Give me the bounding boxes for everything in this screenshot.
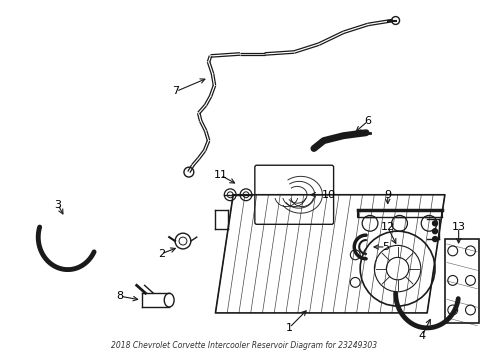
- Text: 4: 4: [418, 330, 425, 341]
- Text: 11: 11: [213, 170, 227, 180]
- Text: 1: 1: [285, 323, 292, 333]
- Text: 2018 Chevrolet Corvette Intercooler Reservoir Diagram for 23249303: 2018 Chevrolet Corvette Intercooler Rese…: [111, 341, 376, 350]
- Text: 6: 6: [364, 116, 371, 126]
- Circle shape: [432, 229, 437, 234]
- Text: 13: 13: [451, 222, 465, 232]
- Text: 10: 10: [321, 190, 335, 200]
- Text: 3: 3: [54, 199, 61, 210]
- Text: 8: 8: [116, 291, 123, 301]
- Text: 7: 7: [172, 86, 179, 96]
- Text: 9: 9: [384, 190, 390, 200]
- Circle shape: [432, 237, 437, 242]
- Circle shape: [432, 221, 437, 226]
- Text: 12: 12: [380, 222, 394, 232]
- Text: 2: 2: [158, 249, 164, 259]
- Text: 5: 5: [382, 242, 388, 252]
